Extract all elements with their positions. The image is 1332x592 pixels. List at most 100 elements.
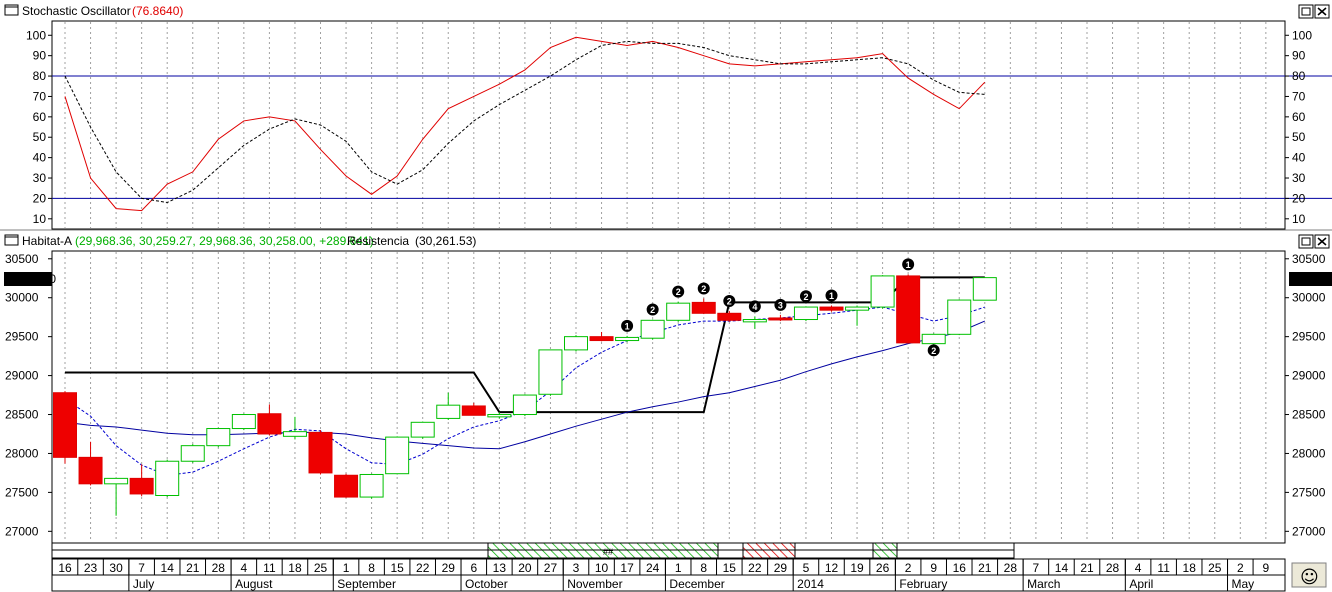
stoch-y-tick-label: 100 [26, 28, 46, 42]
stoch-current-value: (76.8640) [132, 4, 183, 18]
signal-marker-label: 2 [803, 292, 808, 302]
candle-body [589, 336, 614, 342]
signal-marker-circle [774, 298, 787, 311]
candle-body [206, 428, 231, 447]
month-label: February [899, 577, 947, 591]
candle-body [282, 431, 307, 437]
signal-marker: 2 [927, 344, 940, 357]
signal-marker-label: 2 [727, 296, 732, 306]
candle [564, 335, 588, 352]
day-label: 12 [825, 561, 839, 575]
price-y-axis-right: 27000 27500 28000 28500 29000 29500 30000 30500 [1285, 252, 1326, 538]
candle [155, 459, 180, 498]
candle-body [793, 306, 818, 321]
candle [180, 444, 205, 463]
price-y-tick-label: 28500 [5, 408, 39, 422]
candle [436, 392, 461, 420]
indicator-title: Resistencia [347, 234, 409, 248]
last-price-badge-right: 30258.00 [1289, 272, 1332, 286]
stoch-y-tick-label: 10 [33, 212, 47, 226]
candle-body [78, 456, 103, 485]
smiley-button[interactable]: ☺ [1291, 562, 1327, 588]
day-label: 11 [1157, 561, 1170, 575]
stoch-close-button[interactable] [1314, 4, 1330, 19]
candle-body [104, 477, 129, 485]
candle [334, 473, 359, 498]
day-label: 9 [1263, 561, 1270, 575]
day-label: 25 [314, 561, 328, 575]
stoch-y-tick-label: 10 [1292, 212, 1306, 226]
signal-marker-label: 2 [931, 346, 936, 356]
price-y-tick-label: 29500 [1292, 330, 1326, 344]
day-label: 3 [573, 561, 580, 575]
candle [793, 306, 818, 322]
signal-marker-label: 1 [625, 321, 630, 331]
stoch-y-tick-label: 80 [1292, 69, 1306, 83]
signal-marker: 2 [799, 290, 812, 303]
stoch-restore-button[interactable] [1298, 4, 1314, 19]
month-label: May [1232, 577, 1255, 591]
candle-body [896, 275, 921, 344]
day-label: 2 [1237, 561, 1244, 575]
candle-body [921, 333, 946, 345]
month-label: July [133, 577, 154, 591]
stoch-y-tick-label: 60 [1292, 110, 1306, 124]
stoch-y-tick-label: 90 [1292, 49, 1306, 63]
period-band: ## [51, 542, 1015, 559]
candle-body [538, 349, 563, 395]
stoch-plot-frame [51, 20, 1286, 230]
indicator-value: (30,261.53) [415, 234, 476, 248]
smiley-icon: ☺ [1300, 567, 1319, 588]
signal-marker-label: 3 [778, 300, 783, 310]
stoch-gridlines [64, 22, 1267, 228]
month-labels: July August September October November Decemb… [128, 559, 1255, 591]
month-label: April [1129, 577, 1153, 591]
candle [538, 349, 563, 396]
day-label: 22 [416, 561, 430, 575]
last-price-badge-left: 30258.00 [4, 272, 56, 286]
price-restore-button[interactable] [1298, 234, 1314, 249]
day-label: 25 [1208, 561, 1222, 575]
candle-body [359, 473, 384, 498]
stoch-y-tick-label: 70 [33, 89, 47, 103]
day-label: 28 [212, 561, 226, 575]
candle [104, 477, 129, 516]
day-label: 21 [978, 561, 992, 575]
signal-marker-circle [621, 319, 634, 332]
stoch-series [64, 36, 986, 212]
month-label: 2014 [797, 577, 824, 591]
signal-marker-label: 4 [752, 302, 757, 312]
price-close-button[interactable] [1314, 234, 1330, 249]
signal-marker: 2 [646, 303, 659, 316]
day-label: 13 [493, 561, 507, 575]
price-y-tick-label: 29000 [5, 369, 39, 383]
day-label: 30 [109, 561, 123, 575]
stoch-y-tick-label: 40 [33, 151, 47, 165]
month-label: August [235, 577, 273, 591]
panel-icon [4, 4, 19, 16]
candle-body [231, 414, 256, 430]
candle-body [717, 312, 742, 321]
day-label: 1 [343, 561, 350, 575]
signal-marker-label: 2 [676, 287, 681, 297]
stoch-y-axis-left: 10 20 30 40 50 60 70 80 90 100 [26, 28, 52, 226]
candle [640, 319, 665, 340]
signal-marker-label: 2 [701, 284, 706, 294]
day-label: 4 [241, 561, 248, 575]
day-label: 7 [138, 561, 145, 575]
day-label: 17 [620, 561, 634, 575]
candle [845, 305, 870, 326]
candle [896, 274, 921, 344]
candle-body [947, 299, 972, 335]
day-label: 20 [518, 561, 532, 575]
day-label: 29 [774, 561, 788, 575]
signal-marker-label: 1 [829, 291, 834, 301]
day-label: 21 [186, 561, 200, 575]
signal-marker: 1 [825, 289, 838, 302]
day-label: 28 [1106, 561, 1120, 575]
candle [487, 412, 512, 419]
time-axis[interactable] [51, 558, 1286, 592]
candle-body [180, 445, 205, 462]
stoch-d-line [64, 40, 985, 204]
day-label: 1 [675, 561, 682, 575]
